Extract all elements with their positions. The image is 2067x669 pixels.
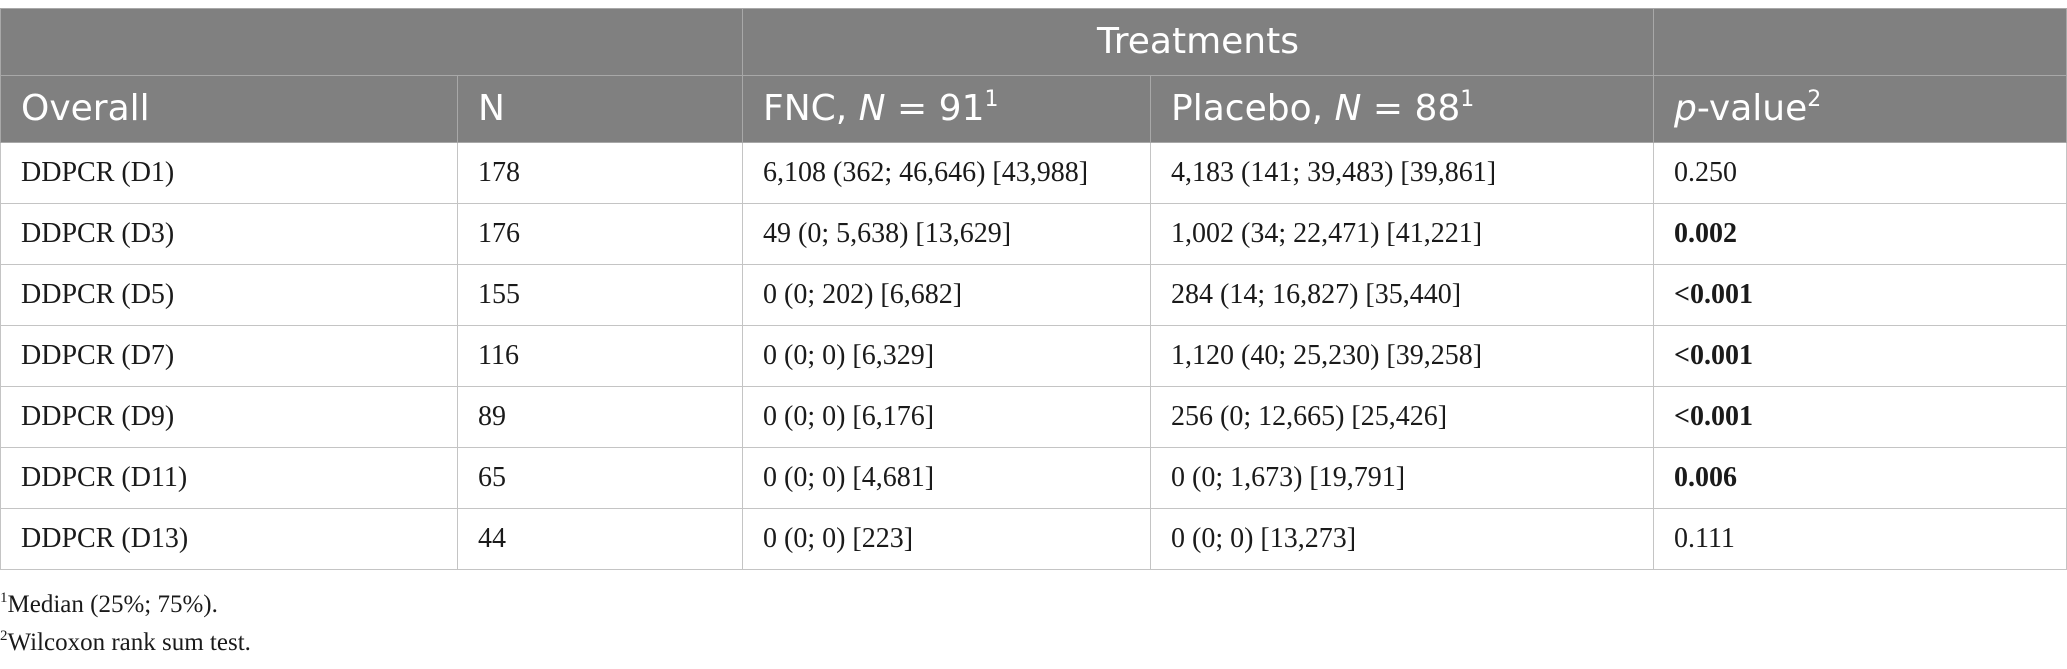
column-header-row: Overall N FNC, N = 911 Placebo, N = 881 … <box>0 75 2067 143</box>
cell-placebo: 0 (0; 0) [13,273] <box>1150 508 1654 570</box>
cell-overall: DDPCR (D7) <box>0 325 458 387</box>
table-row: DDPCR (D7) 116 0 (0; 0) [6,329] 1,120 (4… <box>0 325 2067 387</box>
cell-n: 116 <box>457 325 743 387</box>
footnote-marker: 1 <box>0 590 8 606</box>
table-row: DDPCR (D5) 155 0 (0; 202) [6,682] 284 (1… <box>0 264 2067 326</box>
cell-fnc: 0 (0; 0) [6,329] <box>742 325 1151 387</box>
cell-fnc: 49 (0; 5,638) [13,629] <box>742 203 1151 265</box>
cell-n: 44 <box>457 508 743 570</box>
table-row: DDPCR (D3) 176 49 (0; 5,638) [13,629] 1,… <box>0 203 2067 265</box>
group-header-row: Treatments <box>0 8 2067 76</box>
header-fnc: FNC, N = 911 <box>742 75 1151 143</box>
cell-p-value: <0.001 <box>1653 264 2067 326</box>
cell-n: 65 <box>457 447 743 509</box>
cell-overall: DDPCR (D3) <box>0 203 458 265</box>
cell-placebo: 1,002 (34; 22,471) [41,221] <box>1150 203 1654 265</box>
cell-n: 155 <box>457 264 743 326</box>
table-row: DDPCR (D11) 65 0 (0; 0) [4,681] 0 (0; 1,… <box>0 447 2067 509</box>
cell-overall: DDPCR (D13) <box>0 508 458 570</box>
treatments-header: Treatments <box>742 8 1654 76</box>
cell-p-value: 0.002 <box>1653 203 2067 265</box>
header-overall: Overall <box>0 75 458 143</box>
cell-p-value: 0.111 <box>1653 508 2067 570</box>
cell-n: 89 <box>457 386 743 448</box>
cell-p-value: <0.001 <box>1653 386 2067 448</box>
cell-overall: DDPCR (D11) <box>0 447 458 509</box>
cell-placebo: 0 (0; 1,673) [19,791] <box>1150 447 1654 509</box>
cell-n: 178 <box>457 142 743 204</box>
cell-p-value: 0.006 <box>1653 447 2067 509</box>
cell-placebo: 284 (14; 16,827) [35,440] <box>1150 264 1654 326</box>
table-row: DDPCR (D9) 89 0 (0; 0) [6,176] 256 (0; 1… <box>0 386 2067 448</box>
cell-p-value: 0.250 <box>1653 142 2067 204</box>
header-n: N <box>457 75 743 143</box>
footnote-marker: 2 <box>0 628 8 644</box>
cell-fnc: 0 (0; 0) [223] <box>742 508 1151 570</box>
footnote-text: Median (25%; 75%). <box>7 591 218 618</box>
cell-fnc: 0 (0; 202) [6,682] <box>742 264 1151 326</box>
cell-overall: DDPCR (D9) <box>0 386 458 448</box>
table-row: DDPCR (D1) 178 6,108 (362; 46,646) [43,9… <box>0 142 2067 204</box>
header-placebo: Placebo, N = 881 <box>1150 75 1654 143</box>
group-header-blank-right <box>1653 8 2067 76</box>
cell-overall: DDPCR (D5) <box>0 264 458 326</box>
cell-placebo: 1,120 (40; 25,230) [39,258] <box>1150 325 1654 387</box>
cell-fnc: 0 (0; 0) [6,176] <box>742 386 1151 448</box>
cell-placebo: 4,183 (141; 39,483) [39,861] <box>1150 142 1654 204</box>
results-table: Treatments Overall N FNC, N = 911 Placeb… <box>0 8 2067 570</box>
footnotes: 1Median (25%; 75%). 2Wilcoxon rank sum t… <box>0 586 251 662</box>
footnote-2: 2Wilcoxon rank sum test. <box>0 624 251 662</box>
group-header-blank <box>0 8 743 76</box>
footnote-text: Wilcoxon rank sum test. <box>7 629 251 656</box>
cell-overall: DDPCR (D1) <box>0 142 458 204</box>
cell-p-value: <0.001 <box>1653 325 2067 387</box>
footnote-1: 1Median (25%; 75%). <box>0 586 251 624</box>
table-row: DDPCR (D13) 44 0 (0; 0) [223] 0 (0; 0) [… <box>0 508 2067 570</box>
cell-fnc: 0 (0; 0) [4,681] <box>742 447 1151 509</box>
header-p-value: p-value2 <box>1653 75 2067 143</box>
cell-n: 176 <box>457 203 743 265</box>
cell-fnc: 6,108 (362; 46,646) [43,988] <box>742 142 1151 204</box>
cell-placebo: 256 (0; 12,665) [25,426] <box>1150 386 1654 448</box>
